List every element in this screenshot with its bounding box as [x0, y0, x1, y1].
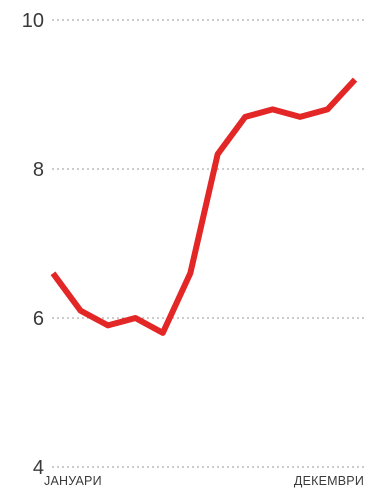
- gridlines: [52, 19, 364, 468]
- y-tick-label-8: 8: [33, 159, 44, 181]
- x-tick-label-end: ДЕКЕМВРИ: [294, 474, 364, 488]
- y-tick-label-4: 4: [33, 457, 44, 479]
- series-line-0: [50, 77, 358, 336]
- y-axis-ticks: 4 6 8 10: [22, 10, 44, 479]
- x-axis-ticks: ЈАНУАРИ ДЕКЕМВРИ: [44, 474, 364, 488]
- y-tick-label-10: 10: [22, 10, 44, 32]
- x-tick-label-start: ЈАНУАРИ: [44, 474, 102, 488]
- series-layer: [50, 77, 358, 336]
- y-tick-label-6: 6: [33, 308, 44, 330]
